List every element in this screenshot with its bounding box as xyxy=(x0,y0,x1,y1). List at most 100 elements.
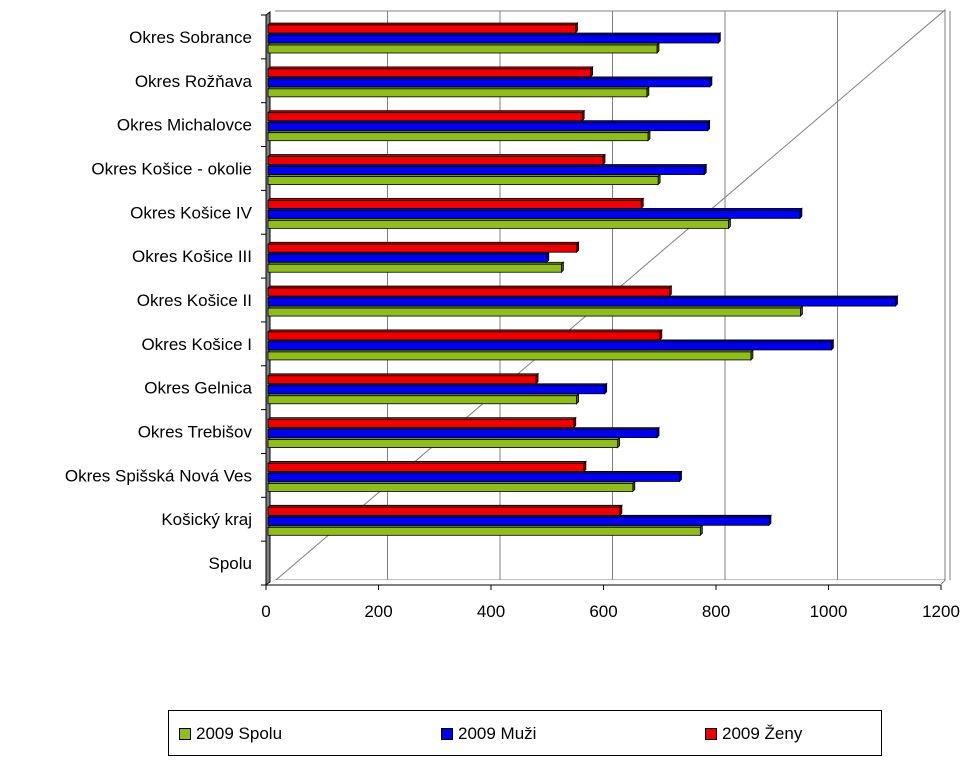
category-label: Košický kraj xyxy=(161,510,252,529)
bar-front-face xyxy=(267,429,658,439)
bar-front-face xyxy=(267,243,577,253)
bar xyxy=(267,436,621,449)
legend: 2009 Spolu 2009 Muži 2009 Ženy xyxy=(168,710,882,756)
bar xyxy=(267,173,662,186)
category-label: Okres Spišská Nová Ves xyxy=(65,466,252,485)
bar xyxy=(267,207,803,220)
x-tick-label: 1200 xyxy=(922,602,960,621)
bar-front-face xyxy=(267,44,658,54)
bar-front-face xyxy=(267,351,752,361)
bar xyxy=(267,42,660,54)
bar-front-face xyxy=(267,209,801,219)
bar xyxy=(267,382,608,395)
bar xyxy=(267,65,594,78)
bar xyxy=(267,153,606,166)
category-label: Okres Sobrance xyxy=(129,28,252,47)
category-label: Okres Košice IV xyxy=(130,203,253,222)
bar-front-face xyxy=(267,506,621,516)
bar xyxy=(267,32,722,44)
bar xyxy=(267,426,660,439)
bar-front-face xyxy=(267,419,575,429)
category-label: Okres Rožňava xyxy=(135,72,253,91)
bar xyxy=(267,241,580,254)
bar xyxy=(267,514,772,527)
legend-label-zeny: 2009 Ženy xyxy=(722,724,803,743)
bar xyxy=(267,338,835,351)
bar-front-face xyxy=(267,395,577,405)
bar xyxy=(267,305,804,318)
category-label: Okres Trebišov xyxy=(138,423,253,442)
bar-front-face xyxy=(267,263,562,273)
x-tick-label: 800 xyxy=(702,602,730,621)
bar-front-face xyxy=(267,331,661,341)
legend-label-spolu: 2009 Spolu xyxy=(196,724,283,743)
x-tick-label: 200 xyxy=(364,602,392,621)
category-label: Okres Košice I xyxy=(141,335,252,354)
bar-front-face xyxy=(267,341,832,351)
bar-front-face xyxy=(267,78,711,88)
category-label: Okres Michalovce xyxy=(117,116,252,135)
bar-front-face xyxy=(267,516,770,526)
bar xyxy=(267,470,683,483)
legend-swatch-zeny xyxy=(705,728,717,740)
bar-front-face xyxy=(267,463,585,472)
bar xyxy=(267,119,711,132)
bar-front-face xyxy=(267,219,729,229)
bar-front-face xyxy=(267,24,576,34)
bar-front-face xyxy=(267,375,537,385)
floor xyxy=(266,580,945,585)
bar-front-face xyxy=(267,176,659,185)
x-tick-label: 0 xyxy=(261,602,270,621)
bar-front-face xyxy=(267,253,548,263)
bar-front-face xyxy=(267,112,583,122)
bar xyxy=(267,129,651,142)
bar-front-face xyxy=(267,68,592,78)
bar xyxy=(267,524,704,537)
legend-label-muzi: 2009 Muži xyxy=(458,724,537,743)
bar xyxy=(267,392,580,405)
bar-chart: Spolu Košický kraj Okres Spišská Nová Ves O… xyxy=(65,8,960,621)
category-label: Spolu xyxy=(209,554,252,573)
bar-front-face xyxy=(267,156,604,165)
bar-front-face xyxy=(267,439,619,449)
bar xyxy=(267,295,899,308)
bar xyxy=(267,504,623,517)
bar xyxy=(267,109,586,122)
bar xyxy=(267,251,550,264)
bar xyxy=(267,261,565,274)
bars xyxy=(267,22,899,537)
bar-front-face xyxy=(267,287,670,297)
bar-front-face xyxy=(267,199,642,209)
x-tick-labels: 0 200 400 600 800 1000 1200 xyxy=(261,602,960,621)
bar-front-face xyxy=(267,297,896,307)
x-tick-label: 600 xyxy=(589,602,617,621)
category-label: Okres Košice II xyxy=(137,291,252,310)
x-tick-label: 400 xyxy=(477,602,505,621)
category-labels: Spolu Košický kraj Okres Spišská Nová Ves O… xyxy=(65,28,253,573)
bar-front-face xyxy=(267,483,634,492)
legend-swatch-spolu xyxy=(179,728,191,740)
bar-front-face xyxy=(267,166,705,175)
bar xyxy=(267,416,577,429)
x-tick-label: 1000 xyxy=(810,602,848,621)
legend-item-muzi: 2009 Muži xyxy=(441,723,536,745)
bar xyxy=(267,217,732,230)
bar xyxy=(267,328,663,341)
bar-front-face xyxy=(267,385,606,395)
bar xyxy=(267,480,636,493)
bar-front-face xyxy=(267,526,701,536)
category-label: Okres Gelnica xyxy=(144,379,252,398)
bar-front-face xyxy=(267,132,649,142)
bar xyxy=(267,85,650,98)
bar xyxy=(267,372,540,385)
bar-front-face xyxy=(267,34,719,44)
bar xyxy=(267,197,645,210)
bar xyxy=(267,348,754,361)
bar xyxy=(267,163,708,176)
bar xyxy=(267,460,587,473)
category-label: Okres Košice - okolie xyxy=(91,159,252,178)
legend-item-zeny: 2009 Ženy xyxy=(705,723,802,745)
legend-item-spolu: 2009 Spolu xyxy=(179,723,282,745)
bar xyxy=(267,22,579,34)
bar xyxy=(267,75,713,88)
